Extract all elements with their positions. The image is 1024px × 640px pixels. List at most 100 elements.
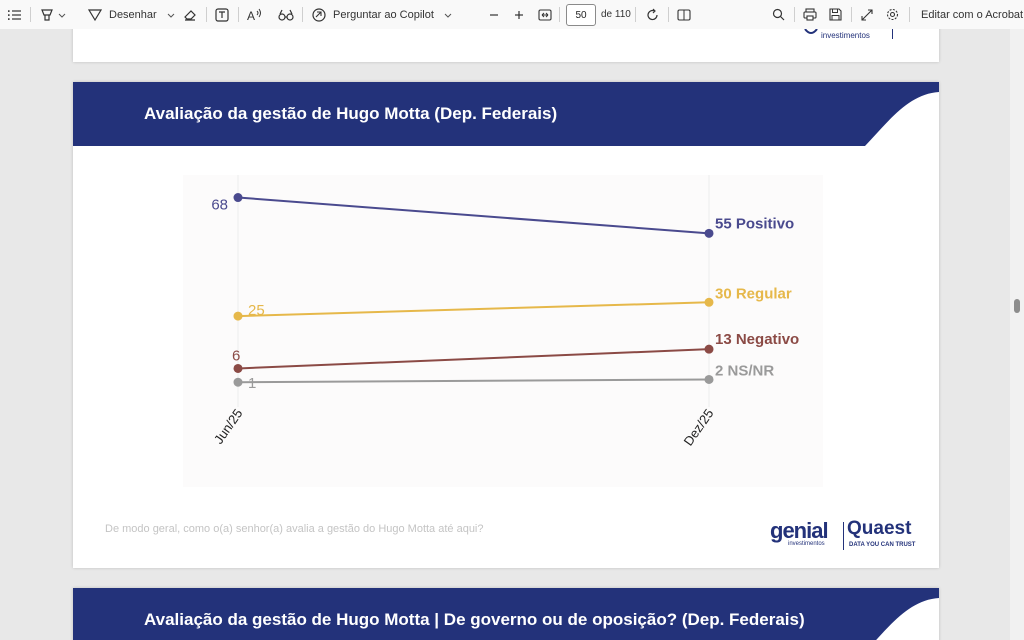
toolbar-divider (302, 7, 303, 22)
zoom-out-button[interactable] (489, 0, 499, 29)
next-slide-title: Avaliação da gestão de Hugo Motta | De g… (144, 610, 805, 629)
minus-icon (490, 13, 498, 16)
series-regular: 25 30 Regular (233, 285, 792, 321)
series-line (237, 348, 710, 370)
prev-page-logo-text: investimentos (821, 31, 870, 40)
series-ns-nr: 1 2 NS/NR (233, 362, 774, 392)
toolbar-divider (909, 7, 910, 22)
series-positivo: 68 55 Positivo (211, 193, 794, 238)
edit-with-acrobat-button[interactable]: Editar com o Acrobat (921, 8, 1024, 21)
data-point (704, 297, 714, 307)
toolbar-divider (635, 7, 636, 22)
series-line (237, 378, 710, 384)
quaest-logo-sub: DATA YOU CAN TRUST (849, 542, 916, 548)
series-line (237, 301, 710, 318)
copilot-label: Perguntar ao Copilot (333, 8, 434, 21)
banner-wave (865, 92, 939, 146)
zoom-in-button[interactable] (514, 0, 524, 29)
save-icon (829, 8, 842, 21)
previous-page: investimentos (73, 29, 939, 62)
settings-button[interactable] (886, 0, 899, 29)
data-point (233, 377, 243, 387)
logo-divider (892, 29, 893, 39)
copilot-icon (312, 7, 326, 22)
toolbar-divider (668, 7, 669, 22)
scrollbar-thumb[interactable] (1014, 299, 1020, 313)
highlight-button[interactable] (40, 0, 66, 29)
text-box-icon (215, 7, 229, 22)
gear-icon (886, 8, 899, 21)
logo-divider (843, 522, 844, 550)
toolbar-divider (794, 7, 795, 22)
end-value-label: 55 Positivo (715, 215, 794, 232)
text-box-button[interactable] (215, 0, 229, 29)
toolbar-divider (206, 7, 207, 22)
immersive-reader-button[interactable] (278, 0, 294, 29)
title-banner: Avaliação da gestão de Hugo Motta (Dep. … (73, 82, 939, 146)
read-aloud-icon: A (247, 8, 261, 22)
toolbar-divider (559, 7, 560, 22)
next-slide-page: Avaliação da gestão de Hugo Motta | De g… (73, 588, 939, 640)
series-negativo: 6 13 Negativo (232, 331, 799, 373)
start-value-label: 68 (211, 197, 228, 214)
copilot-button[interactable]: Perguntar ao Copilot (312, 0, 452, 29)
eraser-icon (184, 9, 196, 21)
chevron-down-icon (167, 13, 175, 18)
quaest-logo: Quaest (847, 518, 912, 539)
highlighter-icon (41, 8, 53, 21)
survey-question: De modo geral, como o(a) senhor(a) avali… (105, 523, 484, 535)
expand-button[interactable] (861, 0, 873, 29)
search-button[interactable] (772, 0, 785, 29)
data-point (233, 193, 243, 203)
chevron-down-icon (58, 13, 66, 18)
print-icon (803, 8, 817, 21)
series-line (237, 196, 710, 235)
data-point (233, 363, 243, 373)
title-banner: Avaliação da gestão de Hugo Motta | De g… (73, 588, 939, 640)
glasses-icon (278, 9, 294, 21)
end-value-label: 30 Regular (715, 285, 792, 302)
start-value-label: 1 (248, 375, 256, 392)
page-total: de 110 (601, 9, 631, 20)
page-number-input[interactable]: 50 (566, 4, 596, 26)
search-icon (772, 8, 785, 21)
chart-background (183, 175, 823, 487)
data-point (704, 228, 714, 238)
toolbar-divider (238, 7, 239, 22)
fit-page-button[interactable] (538, 0, 552, 29)
start-value-label: 6 (232, 347, 240, 364)
genial-logo-sub: investimentos (788, 541, 825, 547)
line-chart: 68 55 Positivo 25 30 Regular 6 13 Negativo 1 2 … (183, 175, 823, 487)
save-button[interactable] (829, 0, 842, 29)
data-point (233, 311, 243, 321)
svg-text:A: A (247, 9, 255, 22)
page-view-icon (677, 8, 691, 21)
start-value-label: 25 (248, 302, 265, 319)
vertical-scrollbar[interactable] (1010, 29, 1024, 640)
draw-icon (88, 8, 102, 21)
genial-logo-mark (804, 29, 818, 34)
series-layer: 68 55 Positivo 25 30 Regular 6 13 Negativo 1 2 … (211, 193, 799, 392)
end-value-label: 13 Negativo (715, 331, 799, 348)
genial-logo: genial (770, 518, 829, 543)
end-value-label: 2 NS/NR (715, 362, 774, 379)
eraser-button[interactable] (183, 0, 197, 29)
rotate-button[interactable] (646, 0, 660, 29)
plus-icon (515, 10, 523, 19)
slide-title: Avaliação da gestão de Hugo Motta (Dep. … (144, 104, 558, 123)
expand-icon (861, 8, 873, 21)
chevron-down-icon (444, 13, 452, 18)
document-viewer: investimentos Avaliação da gestão de Hug… (0, 29, 1024, 640)
fit-page-icon (538, 8, 552, 21)
toolbar-divider (30, 7, 31, 22)
banner-wave (876, 598, 939, 640)
toolbar-divider (851, 7, 852, 22)
slide-page: Avaliação da gestão de Hugo Motta (Dep. … (73, 82, 939, 568)
print-button[interactable] (803, 0, 817, 29)
contents-icon[interactable] (8, 0, 22, 29)
draw-button[interactable]: Desenhar (88, 0, 175, 29)
page-view-button[interactable] (677, 0, 691, 29)
data-point (704, 374, 714, 384)
pdf-toolbar: Desenhar A Perguntar ao Copilot 50 de 11… (0, 0, 1024, 30)
read-aloud-button[interactable]: A (247, 0, 263, 29)
